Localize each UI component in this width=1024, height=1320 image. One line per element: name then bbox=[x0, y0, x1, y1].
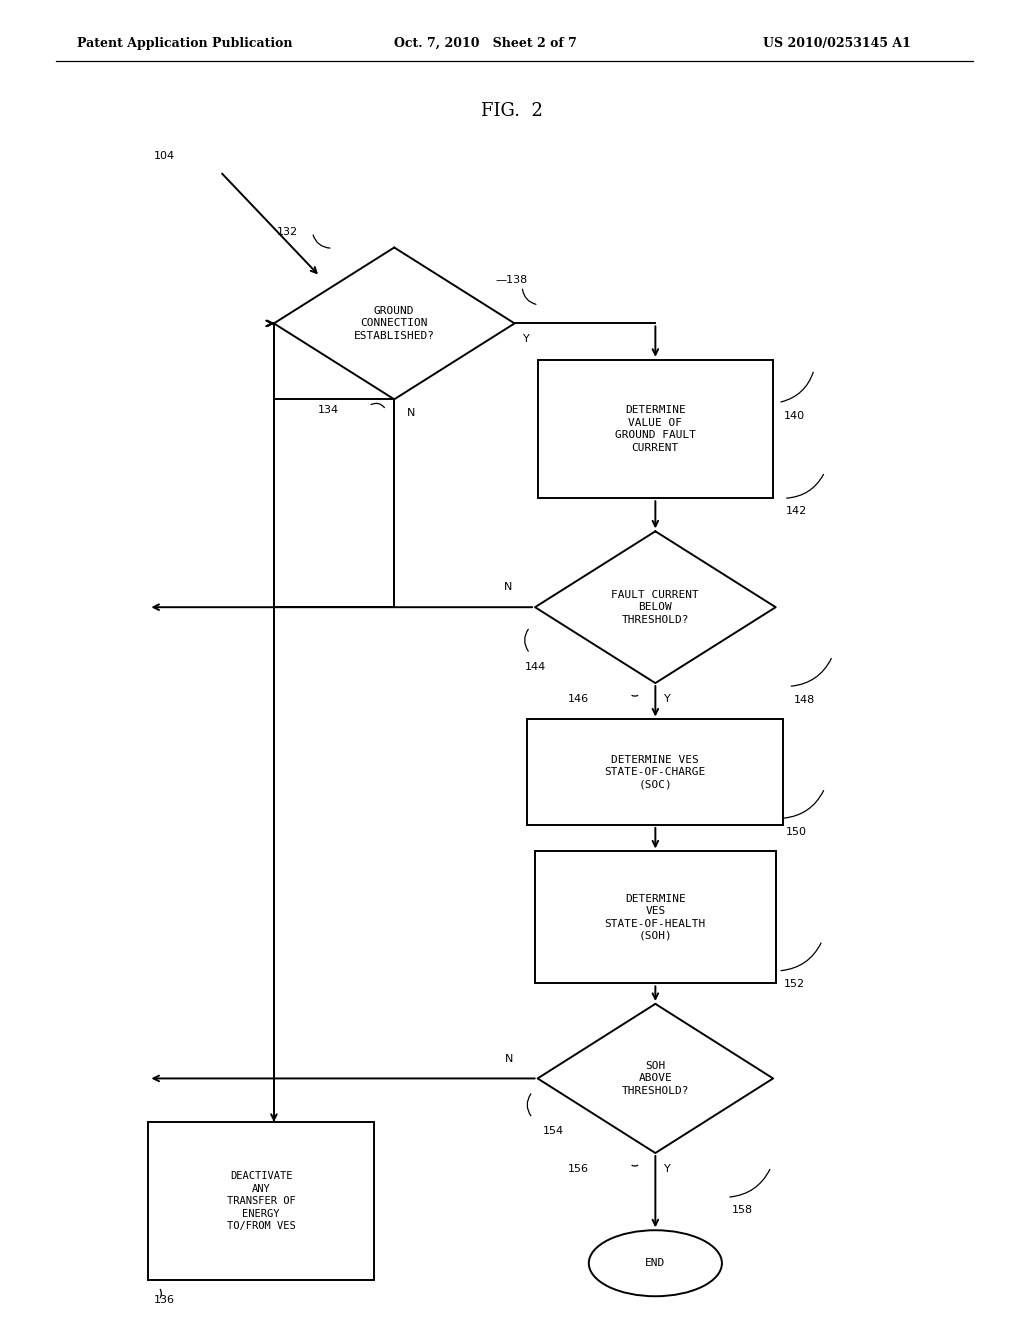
Bar bbox=[535, 851, 776, 983]
Text: US 2010/0253145 A1: US 2010/0253145 A1 bbox=[763, 37, 910, 50]
Text: DETERMINE
VES
STATE-OF-HEALTH
(SOH): DETERMINE VES STATE-OF-HEALTH (SOH) bbox=[605, 894, 706, 941]
Text: N: N bbox=[505, 1053, 513, 1064]
Text: DEACTIVATE
ANY
TRANSFER OF
ENERGY
TO/FROM VES: DEACTIVATE ANY TRANSFER OF ENERGY TO/FRO… bbox=[226, 1171, 296, 1232]
Text: DETERMINE VES
STATE-OF-CHARGE
(SOC): DETERMINE VES STATE-OF-CHARGE (SOC) bbox=[605, 755, 706, 789]
Text: N: N bbox=[407, 408, 415, 417]
Text: 146: 146 bbox=[568, 694, 590, 704]
Text: Oct. 7, 2010   Sheet 2 of 7: Oct. 7, 2010 Sheet 2 of 7 bbox=[394, 37, 578, 50]
Text: 150: 150 bbox=[786, 826, 807, 837]
Text: 142: 142 bbox=[786, 507, 807, 516]
Text: FIG.  2: FIG. 2 bbox=[481, 102, 543, 120]
Text: N: N bbox=[504, 582, 513, 593]
Text: GROUND
CONNECTION
ESTABLISHED?: GROUND CONNECTION ESTABLISHED? bbox=[353, 306, 435, 341]
Text: 156: 156 bbox=[568, 1164, 590, 1173]
Text: 144: 144 bbox=[524, 661, 546, 672]
Text: SOH
ABOVE
THRESHOLD?: SOH ABOVE THRESHOLD? bbox=[622, 1061, 689, 1096]
Text: Y: Y bbox=[522, 334, 529, 345]
Text: FAULT CURRENT
BELOW
THRESHOLD?: FAULT CURRENT BELOW THRESHOLD? bbox=[611, 590, 699, 624]
Text: 104: 104 bbox=[154, 150, 175, 161]
Ellipse shape bbox=[589, 1230, 722, 1296]
Text: DETERMINE
VALUE OF
GROUND FAULT
CURRENT: DETERMINE VALUE OF GROUND FAULT CURRENT bbox=[614, 405, 696, 453]
Text: —138: —138 bbox=[496, 275, 527, 285]
Text: 134: 134 bbox=[317, 405, 339, 414]
Text: 132: 132 bbox=[276, 227, 298, 238]
Text: 158: 158 bbox=[732, 1205, 754, 1216]
Bar bbox=[527, 719, 783, 825]
Text: Y: Y bbox=[664, 694, 671, 704]
Text: 140: 140 bbox=[783, 411, 805, 421]
Text: 148: 148 bbox=[794, 694, 815, 705]
Bar bbox=[538, 360, 773, 498]
Text: 136: 136 bbox=[154, 1295, 175, 1305]
Text: 154: 154 bbox=[543, 1126, 564, 1137]
Text: END: END bbox=[645, 1258, 666, 1269]
Text: Patent Application Publication: Patent Application Publication bbox=[77, 37, 292, 50]
Bar bbox=[148, 1122, 374, 1280]
Text: Y: Y bbox=[664, 1164, 671, 1173]
Text: 152: 152 bbox=[783, 979, 805, 989]
